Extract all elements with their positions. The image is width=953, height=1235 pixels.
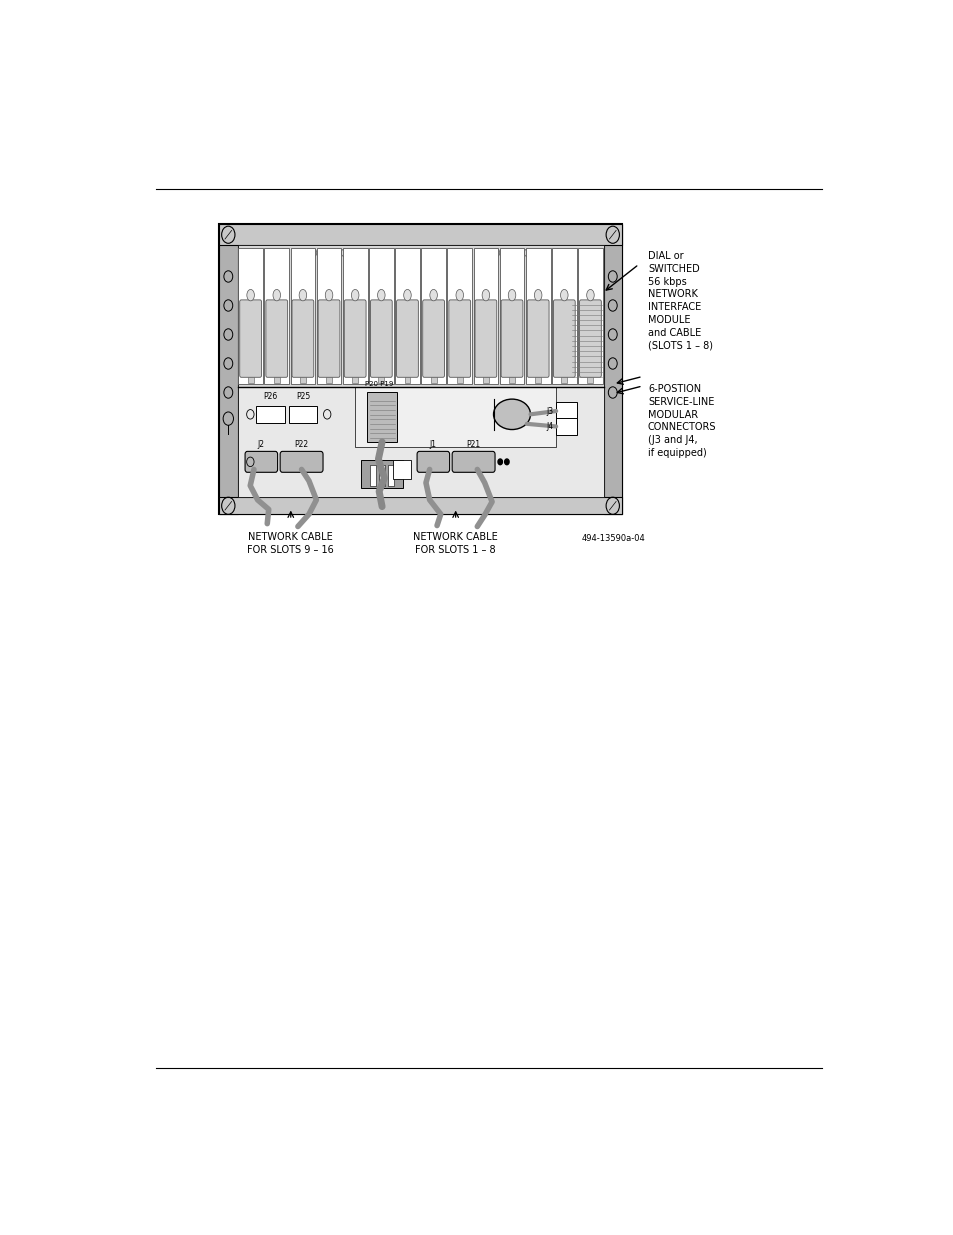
Text: J1: J1: [430, 441, 436, 450]
Bar: [552, 248, 576, 384]
Bar: [421, 248, 445, 384]
Bar: [248, 377, 253, 383]
Bar: [219, 225, 621, 246]
Ellipse shape: [351, 289, 358, 301]
Bar: [378, 464, 385, 485]
Bar: [219, 225, 621, 514]
Bar: [264, 248, 289, 384]
FancyBboxPatch shape: [500, 300, 522, 377]
FancyBboxPatch shape: [266, 300, 288, 377]
Ellipse shape: [247, 289, 254, 301]
Ellipse shape: [403, 289, 411, 301]
FancyBboxPatch shape: [452, 451, 495, 472]
Bar: [316, 248, 341, 384]
FancyBboxPatch shape: [370, 300, 392, 377]
Bar: [237, 246, 603, 387]
Circle shape: [461, 390, 467, 398]
Bar: [395, 248, 419, 384]
FancyBboxPatch shape: [422, 300, 444, 377]
Bar: [404, 377, 410, 383]
Bar: [352, 377, 357, 383]
Ellipse shape: [273, 289, 280, 301]
Bar: [326, 377, 332, 383]
Text: NETWORK CABLE
FOR SLOTS 1 – 8: NETWORK CABLE FOR SLOTS 1 – 8: [413, 532, 497, 555]
Bar: [525, 248, 550, 384]
Circle shape: [504, 459, 509, 464]
Ellipse shape: [508, 289, 516, 301]
Bar: [378, 377, 384, 383]
Ellipse shape: [493, 399, 530, 430]
FancyBboxPatch shape: [475, 300, 497, 377]
Bar: [238, 248, 263, 384]
Bar: [578, 248, 602, 384]
Bar: [535, 377, 540, 383]
FancyBboxPatch shape: [317, 300, 339, 377]
Text: NETWORK CABLE
FOR SLOTS 9 – 16: NETWORK CABLE FOR SLOTS 9 – 16: [247, 532, 334, 555]
Bar: [355, 387, 556, 447]
Text: P22: P22: [294, 441, 309, 450]
Bar: [219, 498, 621, 514]
FancyBboxPatch shape: [344, 300, 366, 377]
Bar: [291, 248, 314, 384]
Ellipse shape: [299, 289, 306, 301]
Text: DIAL or
SWITCHED
56 kbps
NETWORK
INTERFACE
MODULE
and CABLE
(SLOTS 1 – 8): DIAL or SWITCHED 56 kbps NETWORK INTERFA…: [647, 251, 712, 351]
FancyBboxPatch shape: [416, 451, 449, 472]
Text: P26: P26: [263, 391, 277, 401]
Ellipse shape: [560, 289, 567, 301]
Bar: [361, 459, 402, 488]
Bar: [473, 248, 497, 384]
Ellipse shape: [377, 289, 385, 301]
Text: J2: J2: [257, 441, 265, 450]
FancyBboxPatch shape: [292, 300, 314, 377]
Text: 6-POSTION
SERVICE-LINE
MODULAR
CONNECTORS
(J3 and J4,
if equipped): 6-POSTION SERVICE-LINE MODULAR CONNECTOR…: [647, 384, 716, 458]
Circle shape: [374, 390, 379, 398]
Ellipse shape: [456, 289, 463, 301]
Ellipse shape: [534, 289, 541, 301]
Ellipse shape: [430, 289, 436, 301]
Text: J4: J4: [545, 422, 553, 431]
Bar: [289, 406, 317, 422]
Ellipse shape: [481, 289, 489, 301]
Bar: [237, 387, 603, 498]
FancyBboxPatch shape: [396, 300, 418, 377]
Bar: [393, 461, 411, 479]
Bar: [219, 225, 237, 514]
Ellipse shape: [325, 289, 333, 301]
Bar: [274, 377, 279, 383]
FancyBboxPatch shape: [579, 300, 600, 377]
FancyBboxPatch shape: [245, 451, 277, 472]
Text: P21: P21: [466, 441, 480, 450]
Bar: [256, 406, 284, 422]
Bar: [556, 417, 577, 435]
Bar: [456, 377, 462, 383]
Text: 494-13590a-04: 494-13590a-04: [580, 535, 644, 543]
Bar: [369, 248, 394, 384]
Bar: [430, 377, 436, 383]
FancyBboxPatch shape: [280, 451, 323, 472]
Text: P20 P19: P20 P19: [365, 382, 393, 388]
Bar: [509, 377, 515, 383]
Bar: [556, 403, 577, 420]
Bar: [342, 248, 367, 384]
Bar: [299, 377, 306, 383]
FancyBboxPatch shape: [553, 300, 575, 377]
Bar: [603, 225, 621, 514]
Bar: [388, 464, 394, 485]
Bar: [482, 377, 488, 383]
Circle shape: [497, 459, 502, 464]
Ellipse shape: [586, 289, 594, 301]
Text: J3: J3: [545, 406, 553, 415]
Bar: [367, 393, 396, 442]
Text: P25: P25: [296, 391, 311, 401]
FancyBboxPatch shape: [239, 300, 261, 377]
FancyBboxPatch shape: [527, 300, 549, 377]
Bar: [587, 377, 593, 383]
Bar: [499, 248, 524, 384]
Bar: [447, 248, 472, 384]
Bar: [370, 464, 375, 485]
FancyBboxPatch shape: [449, 300, 470, 377]
Bar: [560, 377, 567, 383]
